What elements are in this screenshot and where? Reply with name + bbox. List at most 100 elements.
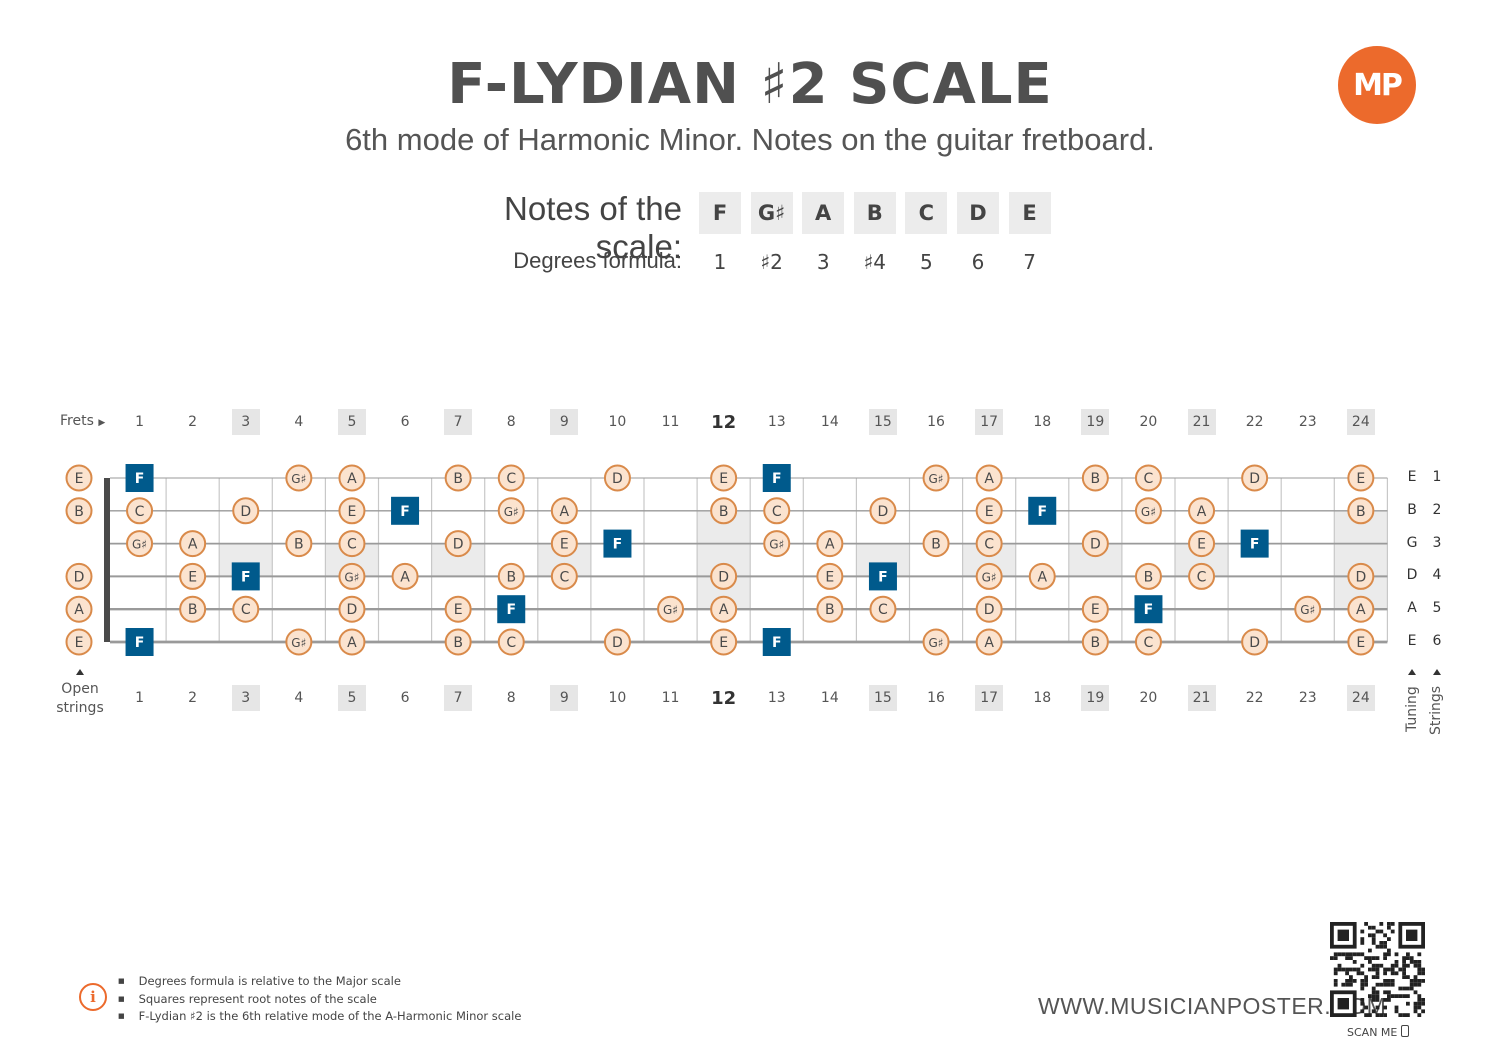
note-circle <box>710 628 738 656</box>
note-circle <box>1347 464 1375 492</box>
qr-module <box>1417 967 1422 972</box>
fret-number: 6 <box>400 690 410 706</box>
note-circle <box>1347 628 1375 656</box>
fret-number: 15 <box>868 409 897 435</box>
note-circle <box>710 497 738 525</box>
note-label: A <box>347 471 357 487</box>
fret-number: 20 <box>1139 690 1158 706</box>
qr-module <box>1364 982 1368 987</box>
qr-module <box>1345 952 1349 957</box>
qr-module <box>1352 960 1357 964</box>
note-label: B <box>453 635 463 651</box>
qr-module <box>1364 975 1368 979</box>
qr-module <box>1360 979 1365 983</box>
fret-number: 1 <box>135 690 144 706</box>
qr-module <box>1413 979 1418 983</box>
qr-module <box>1333 982 1338 987</box>
note-circle <box>1028 562 1056 590</box>
note-circle <box>126 497 154 525</box>
note-label: G♯ <box>663 603 678 617</box>
note-label: F <box>1144 602 1154 618</box>
note-circle <box>338 595 366 623</box>
qr-module <box>1402 986 1406 991</box>
qr-module <box>1360 971 1365 976</box>
frets-label: Frets ▶ <box>60 413 106 429</box>
root-note-square <box>231 562 260 591</box>
qr-module <box>1417 998 1422 1002</box>
string-number: 4 <box>1432 567 1442 584</box>
qr-module <box>1371 994 1376 998</box>
qr-module <box>1375 967 1380 972</box>
scale-note: D <box>957 192 999 234</box>
qr-module <box>1417 994 1422 998</box>
qr-module <box>1398 1013 1403 1017</box>
qr-module <box>1394 952 1399 957</box>
note-circle <box>1188 562 1216 590</box>
scale-note: B <box>853 192 896 234</box>
note-label: E <box>188 569 197 585</box>
qr-module <box>1375 990 1380 995</box>
qr-module <box>1375 982 1380 987</box>
qr-module <box>1421 979 1425 983</box>
qr-module <box>1341 982 1346 987</box>
qr-module <box>1356 952 1361 957</box>
note-circle <box>603 464 631 492</box>
qr-module <box>1417 1013 1422 1017</box>
qr-module <box>1379 982 1384 987</box>
qr-module <box>1333 967 1338 972</box>
qr-module <box>1409 960 1414 964</box>
fret-number: 8 <box>506 414 516 430</box>
qr-module <box>1409 986 1414 991</box>
scan-me-label: SCAN ME <box>1347 1025 1409 1039</box>
note-label: C <box>559 569 569 585</box>
note-circle <box>179 595 207 623</box>
qr-module <box>1387 937 1391 941</box>
note-circle <box>179 562 207 590</box>
note-circle <box>232 497 260 525</box>
qr-module <box>1379 944 1384 949</box>
note-label: B <box>188 602 198 618</box>
qr-module <box>1337 967 1342 972</box>
note-label: A <box>188 537 198 553</box>
tuning-note: E <box>1407 469 1417 485</box>
note-label: C <box>135 504 145 520</box>
root-note-square <box>762 628 791 656</box>
note-circle <box>338 562 366 590</box>
qr-module <box>1360 1009 1365 1014</box>
qr-module <box>1394 960 1399 964</box>
qr-module <box>1371 986 1376 991</box>
note-label: B <box>294 537 304 553</box>
qr-module <box>1349 979 1353 983</box>
qr-module <box>1333 952 1338 957</box>
qr-module <box>1330 956 1334 960</box>
qr-module <box>1402 960 1406 964</box>
qr-module <box>1390 929 1395 934</box>
qr-module <box>1383 956 1387 960</box>
qr-module <box>1379 963 1384 968</box>
note-label: G♯ <box>982 570 997 584</box>
qr-module <box>1352 952 1357 957</box>
qr-module <box>1352 967 1357 972</box>
note-label: F <box>878 569 888 585</box>
fret-number: 12 <box>711 687 737 709</box>
note-label: G♯ <box>344 570 359 584</box>
website-link[interactable]: WWW.MUSICIANPOSTER.COM <box>1038 993 1387 1019</box>
scale-note: F <box>699 192 741 234</box>
fret-number: 11 <box>661 414 680 430</box>
note-label: G♯ <box>132 538 147 552</box>
qr-module <box>1406 975 1410 979</box>
qr-module <box>1394 1005 1399 1010</box>
qr-module <box>1398 994 1403 998</box>
tuning-note: B <box>1407 501 1417 518</box>
root-note-square <box>762 464 791 492</box>
note-circle <box>1081 595 1109 623</box>
scale-note: A <box>802 192 845 234</box>
note-label: F <box>1250 537 1260 553</box>
qr-module <box>1413 1005 1418 1010</box>
qr-finder <box>1406 929 1418 941</box>
qr-code[interactable] <box>1330 922 1425 1017</box>
note-circle <box>922 628 950 656</box>
qr-module <box>1387 990 1391 995</box>
tuning-note: E <box>1407 633 1417 649</box>
qr-module <box>1333 979 1338 983</box>
